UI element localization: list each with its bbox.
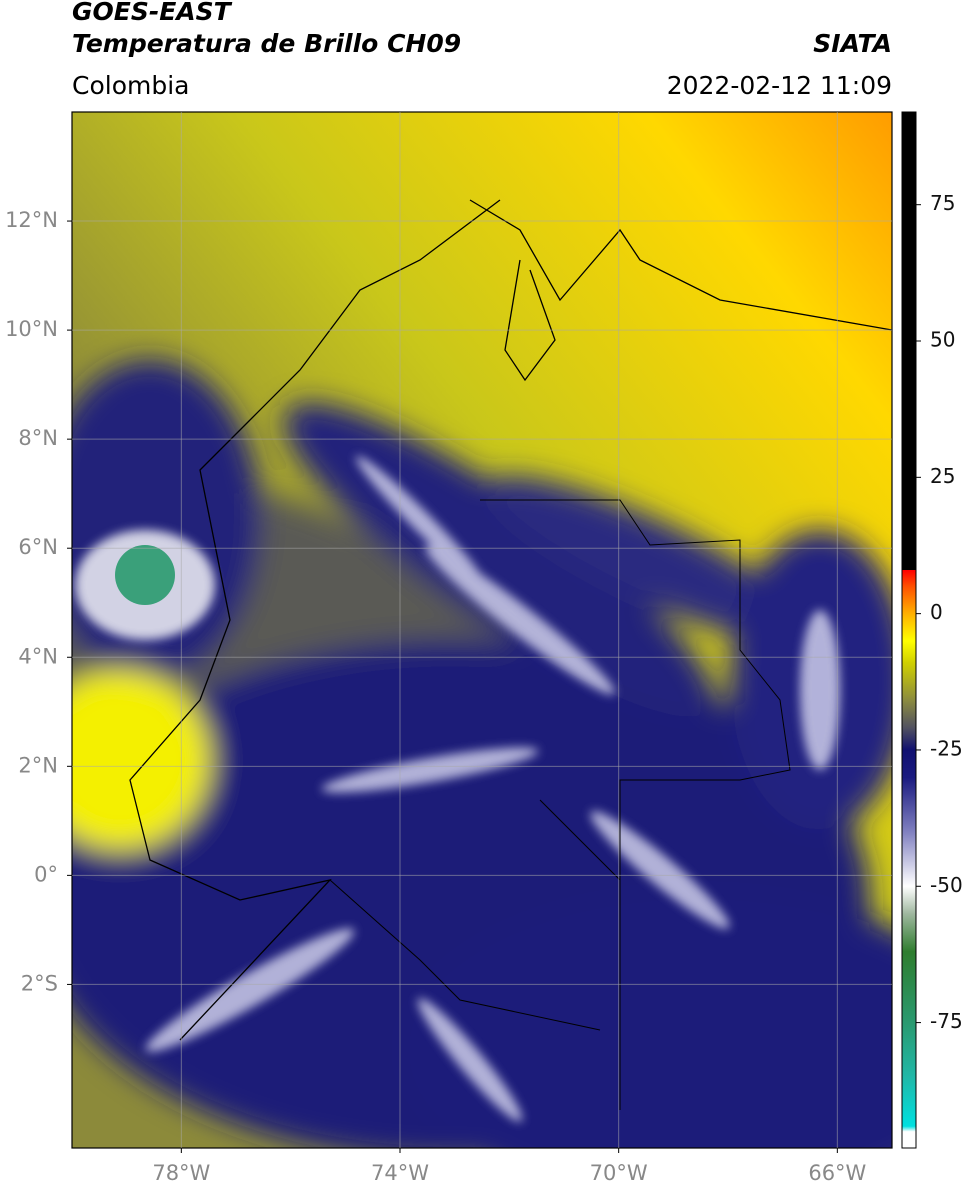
map-frame: [71, 111, 893, 1149]
x-tick-label: 66°W: [808, 1161, 866, 1185]
colorbar-tick-label: -50: [930, 873, 963, 897]
x-tick-label: 70°W: [590, 1161, 648, 1185]
y-tick-label: 4°N: [18, 644, 58, 668]
x-tick-label: 78°W: [152, 1161, 210, 1185]
y-tick-label: 8°N: [18, 426, 58, 450]
imagery: [72, 112, 892, 1148]
region: Colombia: [72, 71, 189, 100]
y-tick-label: 12°N: [5, 208, 58, 232]
colorbar: [901, 111, 917, 1149]
y-tick-label: 0°: [34, 862, 58, 886]
title: GOES-EAST: [72, 0, 233, 26]
y-tick-label: 2°N: [18, 753, 58, 777]
source: SIATA: [813, 29, 892, 58]
y-tick-label: 6°N: [18, 535, 58, 559]
y-tick-label: 2°S: [21, 971, 58, 995]
colorbar-tick-label: -75: [930, 1009, 963, 1033]
subtitle: Temperatura de Brillo CH09: [72, 29, 461, 58]
colorbar-tick-label: 50: [930, 328, 955, 352]
colorbar-tick-label: 25: [930, 464, 955, 488]
colorbar-tick-label: -25: [930, 736, 963, 760]
colorbar-tick-label: 75: [930, 191, 955, 215]
datetime: 2022-02-12 11:09: [667, 71, 892, 100]
x-tick-label: 74°W: [371, 1161, 429, 1185]
colorbar-tick-label: 0: [930, 600, 943, 624]
y-tick-label: 10°N: [5, 317, 58, 341]
